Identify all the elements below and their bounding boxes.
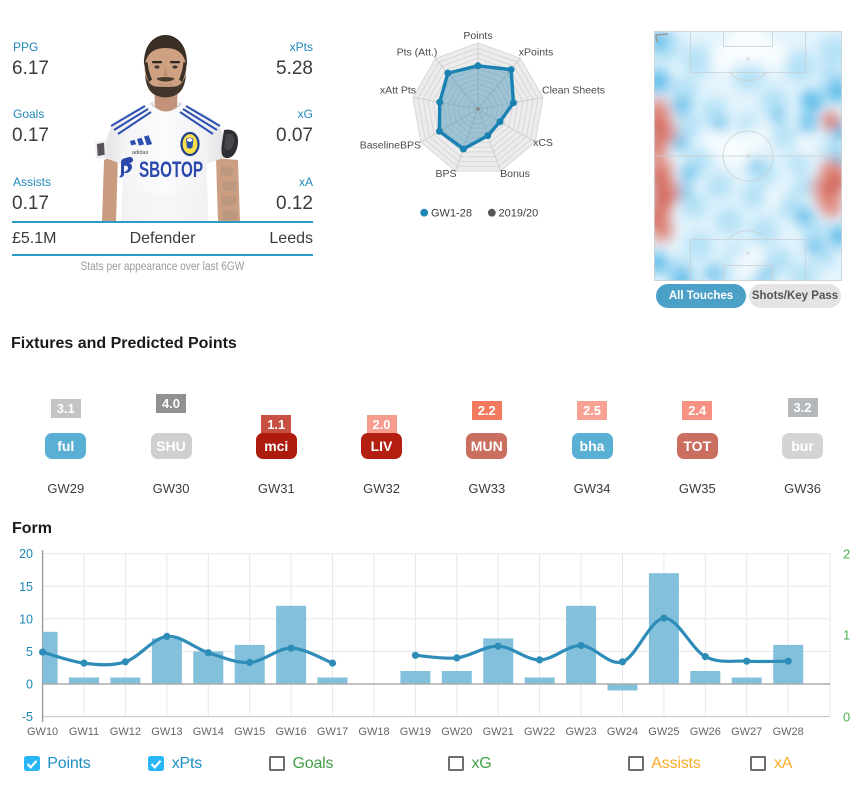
svg-text:GW11: GW11 xyxy=(69,726,99,738)
svg-text:GW23: GW23 xyxy=(566,726,597,738)
svg-text:2: 2 xyxy=(843,546,850,561)
svg-text:GW13: GW13 xyxy=(151,726,182,738)
svg-text:Pts (Att.): Pts (Att.) xyxy=(397,47,438,59)
svg-text:2019/20: 2019/20 xyxy=(499,208,539,220)
svg-text:Clean Sheets: Clean Sheets xyxy=(542,85,605,97)
svg-text:15: 15 xyxy=(19,580,33,594)
svg-text:GW1-28: GW1-28 xyxy=(431,208,472,220)
svg-text:GW26: GW26 xyxy=(690,726,721,738)
svg-text:GW27: GW27 xyxy=(731,726,762,738)
svg-text:GW22: GW22 xyxy=(524,726,555,738)
svg-text:xPoints: xPoints xyxy=(519,47,553,59)
svg-text:GW24: GW24 xyxy=(607,726,638,738)
svg-text:GW14: GW14 xyxy=(193,726,224,738)
svg-text:1: 1 xyxy=(843,627,850,642)
svg-text:5: 5 xyxy=(26,645,33,659)
svg-text:GW15: GW15 xyxy=(234,726,265,738)
svg-text:20: 20 xyxy=(19,547,33,561)
svg-text:adidas: adidas xyxy=(132,150,148,156)
svg-text:GW28: GW28 xyxy=(773,726,804,738)
svg-text:GW10: GW10 xyxy=(27,726,58,738)
svg-text:GW21: GW21 xyxy=(483,726,514,738)
svg-text:GW25: GW25 xyxy=(648,726,679,738)
svg-text:GW16: GW16 xyxy=(276,726,307,738)
svg-text:GW20: GW20 xyxy=(441,726,472,738)
svg-text:10: 10 xyxy=(19,612,33,626)
svg-text:SBOTOP: SBOTOP xyxy=(139,157,203,182)
svg-text:GW17: GW17 xyxy=(317,726,348,738)
svg-text:Points: Points xyxy=(463,30,492,42)
svg-text:GW12: GW12 xyxy=(110,726,141,738)
svg-text:0: 0 xyxy=(843,709,850,724)
svg-text:BPS: BPS xyxy=(435,168,456,180)
svg-text:-5: -5 xyxy=(22,710,33,724)
svg-text:xAtt Pts: xAtt Pts xyxy=(380,85,416,97)
svg-text:BaselineBPS: BaselineBPS xyxy=(360,140,421,152)
svg-text:xCS: xCS xyxy=(533,137,553,149)
svg-text:0: 0 xyxy=(26,678,33,692)
svg-text:Bonus: Bonus xyxy=(500,168,530,180)
svg-text:GW18: GW18 xyxy=(358,726,389,738)
svg-text:GW19: GW19 xyxy=(400,726,431,738)
